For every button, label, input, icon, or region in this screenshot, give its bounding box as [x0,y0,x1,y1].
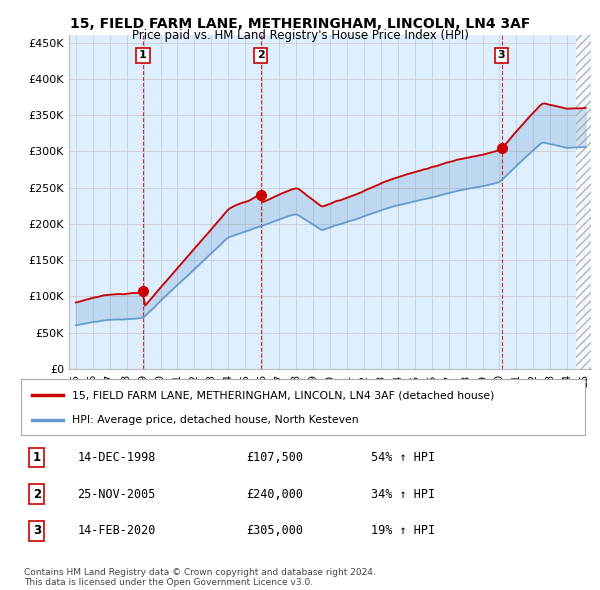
Text: 15, FIELD FARM LANE, METHERINGHAM, LINCOLN, LN4 3AF (detached house): 15, FIELD FARM LANE, METHERINGHAM, LINCO… [72,390,494,400]
Text: 14-FEB-2020: 14-FEB-2020 [77,525,156,537]
Text: 1: 1 [33,451,41,464]
Text: 54% ↑ HPI: 54% ↑ HPI [371,451,435,464]
Text: 1: 1 [139,50,147,60]
Text: 2: 2 [257,50,265,60]
Text: 15, FIELD FARM LANE, METHERINGHAM, LINCOLN, LN4 3AF: 15, FIELD FARM LANE, METHERINGHAM, LINCO… [70,17,530,31]
Text: £305,000: £305,000 [247,525,304,537]
Text: 34% ↑ HPI: 34% ↑ HPI [371,487,435,501]
Text: Price paid vs. HM Land Registry's House Price Index (HPI): Price paid vs. HM Land Registry's House … [131,30,469,42]
Bar [576,35,591,369]
Text: Contains HM Land Registry data © Crown copyright and database right 2024.: Contains HM Land Registry data © Crown c… [24,568,376,576]
Text: 19% ↑ HPI: 19% ↑ HPI [371,525,435,537]
Text: £107,500: £107,500 [247,451,304,464]
Text: 3: 3 [498,50,505,60]
Text: 14-DEC-1998: 14-DEC-1998 [77,451,156,464]
Text: £240,000: £240,000 [247,487,304,501]
Text: 25-NOV-2005: 25-NOV-2005 [77,487,156,501]
Text: 2: 2 [33,487,41,501]
Text: This data is licensed under the Open Government Licence v3.0.: This data is licensed under the Open Gov… [24,578,313,587]
Text: HPI: Average price, detached house, North Kesteven: HPI: Average price, detached house, Nort… [72,415,358,425]
Text: 3: 3 [33,525,41,537]
